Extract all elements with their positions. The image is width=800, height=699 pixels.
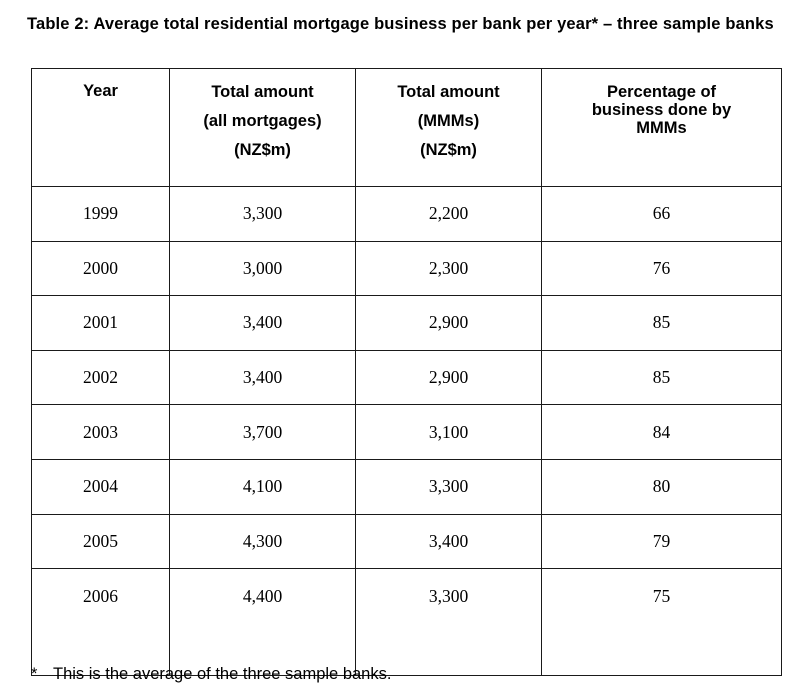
cell-year: 2006 bbox=[31, 568, 170, 677]
cell-percentage: 79 bbox=[541, 513, 782, 570]
footnote-text: This is the average of the three sample … bbox=[53, 665, 392, 683]
cell-year: 2001 bbox=[31, 295, 170, 351]
cell-total-mmm: 3,300 bbox=[355, 568, 542, 677]
cell-year: 1999 bbox=[31, 186, 170, 242]
table-row: 2006 4,400 3,300 75 bbox=[31, 568, 782, 677]
cell-total-all: 3,700 bbox=[169, 404, 356, 460]
cell-total-all: 3,400 bbox=[169, 349, 356, 406]
cell-total-mmm: 2,200 bbox=[355, 186, 542, 242]
header-percentage-line-1: Percentage of bbox=[606, 83, 717, 101]
cell-total-mmm: 3,300 bbox=[355, 458, 542, 515]
cell-year: 2002 bbox=[31, 349, 170, 406]
header-percentage-line-3: MMMs bbox=[636, 119, 687, 137]
header-total-mmm: Total amount (MMMs) (NZ$m) bbox=[355, 68, 542, 187]
header-total-mmm-line-1: Total amount bbox=[397, 83, 500, 101]
table-row: 2004 4,100 3,300 80 bbox=[31, 458, 782, 515]
header-row: Year Total amount (all mortgages) (NZ$m)… bbox=[31, 68, 782, 187]
footnote: * This is the average of the three sample… bbox=[31, 664, 391, 684]
cell-total-mmm: 3,400 bbox=[355, 513, 542, 570]
table-row: 2005 4,300 3,400 79 bbox=[31, 513, 782, 570]
table-row: 2000 3,000 2,300 76 bbox=[31, 240, 782, 297]
table-caption: Table 2: Average total residential mortg… bbox=[27, 15, 774, 33]
cell-total-all: 3,300 bbox=[169, 186, 356, 242]
mortgage-table: Year Total amount (all mortgages) (NZ$m)… bbox=[31, 68, 782, 677]
cell-percentage: 80 bbox=[541, 458, 782, 515]
header-total-mmm-line-3: (NZ$m) bbox=[420, 141, 477, 159]
header-percentage-line-2: business done by bbox=[591, 101, 732, 119]
table-row: 2003 3,700 3,100 84 bbox=[31, 404, 782, 460]
cell-total-mmm: 3,100 bbox=[355, 404, 542, 460]
cell-year: 2005 bbox=[31, 513, 170, 570]
cell-percentage: 84 bbox=[541, 404, 782, 460]
header-year: Year bbox=[31, 68, 170, 187]
cell-year: 2003 bbox=[31, 404, 170, 460]
cell-total-mmm: 2,900 bbox=[355, 295, 542, 351]
cell-total-mmm: 2,900 bbox=[355, 349, 542, 406]
cell-total-all: 4,100 bbox=[169, 458, 356, 515]
table-row: 2001 3,400 2,900 85 bbox=[31, 295, 782, 351]
cell-percentage: 75 bbox=[541, 568, 782, 677]
cell-year: 2000 bbox=[31, 240, 170, 297]
header-total-mmm-line-2: (MMMs) bbox=[417, 112, 480, 130]
header-year-line: Year bbox=[83, 82, 118, 100]
header-total-all-line-2: (all mortgages) bbox=[203, 112, 322, 130]
cell-year: 2004 bbox=[31, 458, 170, 515]
table-row: 1999 3,300 2,200 66 bbox=[31, 186, 782, 242]
cell-total-all: 3,400 bbox=[169, 295, 356, 351]
header-total-all: Total amount (all mortgages) (NZ$m) bbox=[169, 68, 356, 187]
cell-percentage: 85 bbox=[541, 295, 782, 351]
header-percentage: Percentage of business done by MMMs bbox=[541, 68, 782, 187]
cell-total-all: 3,000 bbox=[169, 240, 356, 297]
header-total-all-line-1: Total amount bbox=[211, 83, 314, 101]
cell-total-mmm: 2,300 bbox=[355, 240, 542, 297]
cell-total-all: 4,400 bbox=[169, 568, 356, 677]
cell-percentage: 66 bbox=[541, 186, 782, 242]
cell-percentage: 76 bbox=[541, 240, 782, 297]
footnote-marker: * bbox=[31, 665, 38, 683]
cell-total-all: 4,300 bbox=[169, 513, 356, 570]
cell-percentage: 85 bbox=[541, 349, 782, 406]
table-row: 2002 3,400 2,900 85 bbox=[31, 349, 782, 406]
header-total-all-line-3: (NZ$m) bbox=[234, 141, 291, 159]
